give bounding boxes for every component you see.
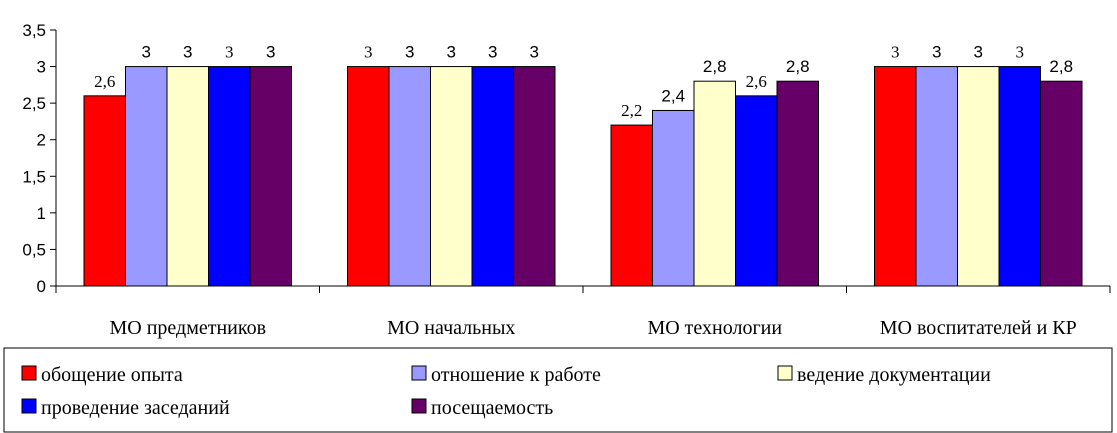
legend-label: ведение документации xyxy=(797,364,991,386)
bar xyxy=(249,66,292,287)
bar xyxy=(471,66,514,287)
category-label: МО начальных xyxy=(387,317,515,339)
bar xyxy=(957,66,1000,287)
legend-swatch xyxy=(21,365,37,381)
data-label: 3 xyxy=(405,43,414,62)
data-label: 3 xyxy=(488,43,497,62)
legend-item: ведение документации xyxy=(777,364,991,386)
data-label: 2,8 xyxy=(1049,57,1073,76)
legend-item: посещаемость xyxy=(411,397,553,419)
legend-box xyxy=(3,347,1113,433)
y-tick-label: 1 xyxy=(37,204,46,223)
bar xyxy=(513,66,556,287)
bar xyxy=(208,66,251,287)
data-label: 2,4 xyxy=(661,86,685,105)
y-tick-label: 2,5 xyxy=(22,94,46,113)
data-label: 3 xyxy=(974,43,983,62)
y-tick-label: 3 xyxy=(37,58,46,77)
y-tick-label: 2 xyxy=(37,131,46,150)
data-label: 3 xyxy=(1016,43,1025,62)
data-label: 3 xyxy=(183,43,192,62)
legend-item: проведение заседаний xyxy=(21,397,230,419)
bar xyxy=(1040,80,1083,287)
bars xyxy=(83,66,1083,287)
y-tick-label: 1,5 xyxy=(22,167,46,186)
data-label: 3 xyxy=(142,43,151,62)
y-tick-label: 0 xyxy=(37,277,46,296)
data-label: 2,6 xyxy=(746,72,767,91)
data-label: 3 xyxy=(932,43,941,62)
data-label: 2,2 xyxy=(621,101,642,120)
legend: обощение опыта отношение к работе ведение … xyxy=(3,347,1113,433)
legend-item: обощение опыта xyxy=(21,364,183,386)
bar xyxy=(125,66,168,287)
y-tick-label: 0,5 xyxy=(22,240,46,259)
legend-swatch xyxy=(411,365,427,381)
bar xyxy=(652,109,695,287)
legend-swatch xyxy=(777,365,793,381)
data-labels: 2,6 3 3 3 3 3 3 3 3 3 2,2 2,4 2,8 2,6 2,8 3 3 3 3 2,8 xyxy=(94,43,1073,121)
bar xyxy=(388,66,431,287)
data-label: 3 xyxy=(225,43,234,62)
bar xyxy=(693,80,736,287)
data-label: 3 xyxy=(447,43,456,62)
category-label: МО технологии xyxy=(647,317,782,339)
bar xyxy=(735,95,778,287)
category-labels: МО предметников МО начальных МО технологии… xyxy=(109,317,1076,339)
data-label: 3 xyxy=(530,43,539,62)
legend-item: отношение к работе xyxy=(411,364,601,386)
data-label: 2,6 xyxy=(94,72,115,91)
y-tick-label: 3,5 xyxy=(22,21,46,40)
y-axis: 0 0,5 1 1,5 2 2,5 3 3,5 xyxy=(22,21,57,296)
bar xyxy=(83,95,126,287)
bar xyxy=(874,66,917,287)
legend-label: проведение заседаний xyxy=(41,397,230,419)
bar xyxy=(776,80,819,287)
bar xyxy=(166,66,209,287)
bar xyxy=(998,66,1041,287)
bar xyxy=(610,124,653,287)
legend-label: отношение к работе xyxy=(431,364,601,386)
bar xyxy=(915,66,958,287)
legend-swatch xyxy=(411,398,427,414)
data-label: 2,8 xyxy=(786,57,810,76)
bar xyxy=(347,66,390,287)
x-axis xyxy=(55,285,1111,293)
legend-label: обощение опыта xyxy=(41,364,183,386)
legend-swatch xyxy=(21,398,37,414)
bar xyxy=(430,66,473,287)
data-label: 2,8 xyxy=(703,57,727,76)
data-label: 3 xyxy=(266,43,275,62)
legend-label: посещаемость xyxy=(431,397,553,419)
category-label: МО воспитателей и КР xyxy=(880,317,1077,339)
data-label: 3 xyxy=(891,43,900,62)
category-label: МО предметников xyxy=(109,317,266,339)
data-label: 3 xyxy=(364,43,373,62)
